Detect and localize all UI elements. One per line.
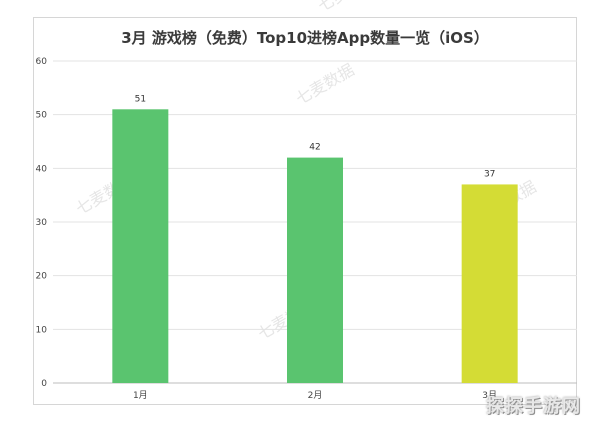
bar-value-label: 51 <box>135 94 146 104</box>
x-axis: 1月 2月 3月 <box>133 390 497 401</box>
y-tick-label: 30 <box>36 218 48 228</box>
y-tick-label: 0 <box>41 379 47 389</box>
bar <box>112 109 169 384</box>
y-tick-label: 50 <box>36 111 48 121</box>
bar-value-label: 42 <box>309 143 320 153</box>
bar <box>287 157 343 383</box>
bars <box>112 109 518 384</box>
x-tick-label: 1月 <box>133 390 148 401</box>
watermark-text: 七麦数据 <box>293 60 358 108</box>
watermark-text: 七麦数据 <box>315 0 380 15</box>
site-logo: 探探手游网 <box>486 396 581 417</box>
y-tick-label: 40 <box>36 164 48 174</box>
data-labels: 51 42 37 <box>135 94 496 179</box>
bar <box>461 184 518 383</box>
y-axis: 0 10 20 30 40 50 60 <box>36 57 48 389</box>
y-tick-label: 10 <box>36 325 48 335</box>
y-tick-label: 20 <box>36 272 48 282</box>
x-tick-label: 2月 <box>308 390 323 401</box>
chart-title: 3月 游戏榜（免费）Top10进榜App数量一览（iOS） <box>121 29 489 47</box>
x-tick-label: 3月 <box>482 390 497 401</box>
bar-value-label: 37 <box>484 169 495 179</box>
y-tick-label: 60 <box>36 57 48 67</box>
